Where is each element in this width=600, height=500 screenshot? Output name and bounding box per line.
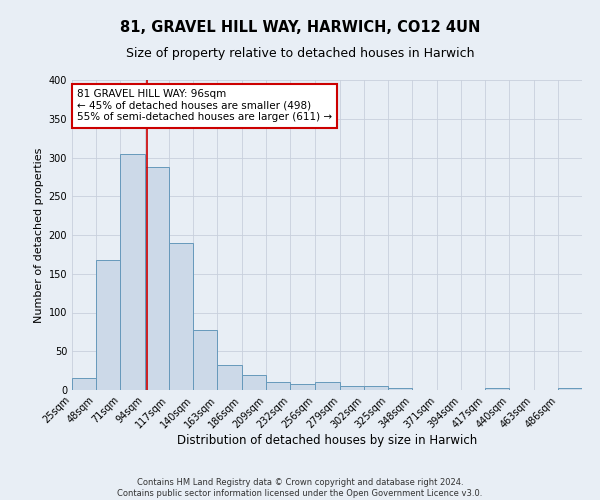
Bar (388, 388, 412, 390)
Bar (340, 386, 364, 390)
Bar (290, 384, 316, 390)
Bar (266, 382, 290, 390)
Bar (145, 167, 169, 390)
Text: 81 GRAVEL HILL WAY: 96sqm
← 45% of detached houses are smaller (498)
55% of semi: 81 GRAVEL HILL WAY: 96sqm ← 45% of detac… (77, 90, 332, 122)
Text: Size of property relative to detached houses in Harwich: Size of property relative to detached ho… (126, 48, 474, 60)
Bar (217, 365, 242, 390)
Bar (193, 330, 217, 390)
Bar (121, 154, 145, 390)
Bar (558, 388, 582, 390)
Y-axis label: Number of detached properties: Number of detached properties (34, 148, 44, 322)
Bar (169, 243, 193, 390)
Bar (72, 378, 96, 390)
Bar (485, 388, 509, 390)
Text: 81, GRAVEL HILL WAY, HARWICH, CO12 4UN: 81, GRAVEL HILL WAY, HARWICH, CO12 4UN (120, 20, 480, 35)
Text: Contains HM Land Registry data © Crown copyright and database right 2024.
Contai: Contains HM Land Registry data © Crown c… (118, 478, 482, 498)
Bar (364, 386, 388, 390)
Bar (316, 382, 340, 390)
Bar (96, 260, 121, 390)
X-axis label: Distribution of detached houses by size in Harwich: Distribution of detached houses by size … (177, 434, 477, 447)
Bar (242, 376, 266, 390)
